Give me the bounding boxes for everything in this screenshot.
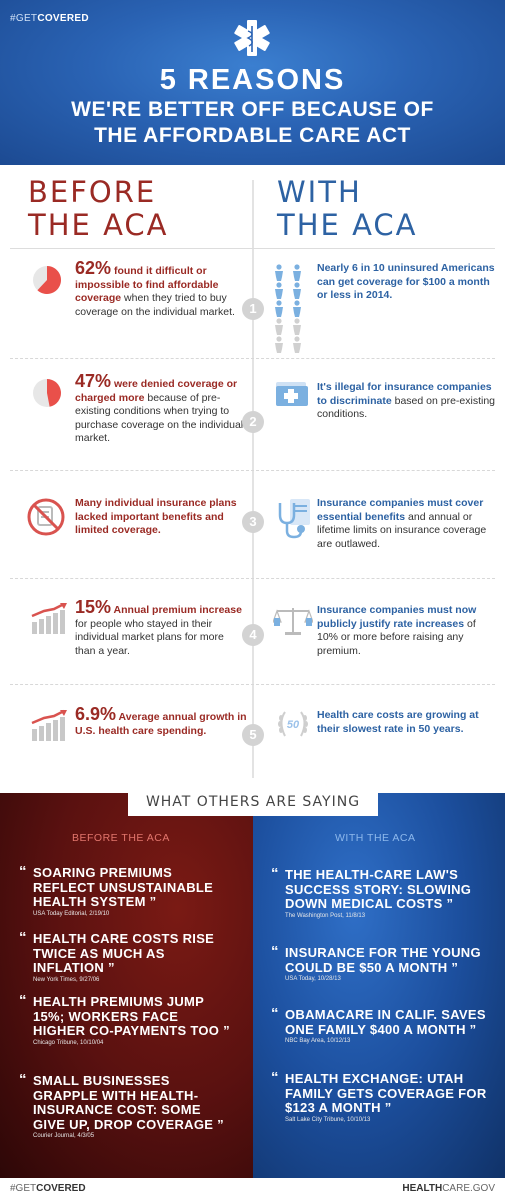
reason-5-number: 5 bbox=[242, 724, 264, 746]
header-banner: #GETCOVERED 5 REASONS WE'RE BETTER OFF B… bbox=[0, 0, 505, 165]
quote-with-2: “INSURANCE FOR THE YOUNG COULD BE $50 A … bbox=[271, 943, 495, 982]
reason-1-with-text: Nearly 6 in 10 uninsured Americans can g… bbox=[317, 262, 495, 301]
reason-1-before-text: 62% found it difficult or impossible to … bbox=[75, 258, 235, 318]
people-icon bbox=[275, 264, 301, 353]
quote-source: Salt Lake City Tribune, 10/10/13 bbox=[285, 1116, 371, 1123]
person-body bbox=[275, 343, 283, 353]
reason-4-before-text: 15% Annual premium increase for people w… bbox=[75, 597, 242, 657]
no-prescription-icon bbox=[27, 498, 65, 536]
person-body bbox=[293, 307, 301, 317]
scales-icon bbox=[273, 608, 313, 635]
person-head bbox=[276, 300, 282, 306]
person-body bbox=[293, 343, 301, 353]
person-body bbox=[293, 325, 301, 335]
section-divider bbox=[10, 578, 495, 579]
reason-3-number: 3 bbox=[242, 511, 264, 533]
star-of-life-icon bbox=[234, 20, 270, 56]
quote-before-3: “HEALTH PREMIUMS JUMP 15%; WORKERS FACE … bbox=[19, 992, 233, 1046]
before-aca-heading: BEFORE THE ACA bbox=[28, 175, 169, 242]
with-quotes-panel bbox=[253, 793, 505, 1178]
pie-chart-62-icon bbox=[33, 266, 61, 294]
rising-bars-icon bbox=[31, 602, 67, 634]
person-head bbox=[276, 264, 282, 270]
person-head bbox=[294, 282, 300, 288]
person-head bbox=[276, 282, 282, 288]
reason-4-number: 4 bbox=[242, 624, 264, 646]
reason-1-number: 1 bbox=[242, 298, 264, 320]
quote-before-1: “SOARING PREMIUMS REFLECT UNSUSTAINABLE … bbox=[19, 863, 233, 917]
reason-5-with-text: Health care costs are growing at their s… bbox=[317, 709, 479, 735]
person-body bbox=[293, 289, 301, 299]
stethoscope-icon bbox=[278, 499, 310, 539]
person-head bbox=[294, 336, 300, 342]
person-head bbox=[276, 336, 282, 342]
title-line-1: 5 REASONS bbox=[159, 64, 346, 96]
person-head bbox=[294, 264, 300, 270]
reason-2-number: 2 bbox=[242, 411, 264, 433]
title-line-3: THE AFFORDABLE CARE ACT bbox=[94, 124, 411, 147]
rising-bars-icon bbox=[31, 709, 67, 741]
footer bbox=[0, 1178, 505, 1200]
quote-with-4: “HEALTH EXCHANGE: UTAH FAMILY GETS COVER… bbox=[271, 1069, 495, 1123]
section-divider bbox=[10, 248, 495, 249]
before-quotes-panel bbox=[0, 793, 253, 1178]
quote-before-4: “SMALL BUSINESSES GRAPPLE WITH HEALTH-IN… bbox=[19, 1071, 233, 1139]
footer-website-link[interactable]: HEALTHCARE.GOV bbox=[402, 1183, 495, 1194]
person-body bbox=[275, 271, 283, 281]
quote-source: USA Today, 10/28/13 bbox=[285, 976, 341, 982]
reason-2-before-text: 47% were denied coverage or charged more… bbox=[75, 371, 244, 444]
pie-chart-47-icon bbox=[33, 379, 61, 407]
reason-3-before-text: Many individual insurance plans lacked i… bbox=[75, 497, 237, 536]
laurel-badge-icon: 50 bbox=[278, 711, 308, 737]
footer-hashtag: #GETCOVERED bbox=[10, 1183, 86, 1194]
quote-source: NBC Bay Area, 10/12/13 bbox=[285, 1038, 351, 1044]
quote-source: Chicago Tribune, 10/10/04 bbox=[33, 1039, 104, 1046]
badge-number: 50 bbox=[287, 719, 300, 731]
quote-source: USA Today Editorial, 2/19/10 bbox=[33, 910, 110, 917]
person-body bbox=[293, 271, 301, 281]
reason-4-with-text: Insurance companies must now publicly ju… bbox=[317, 604, 477, 657]
reason-2-with-text: It's illegal for insurance companies to … bbox=[317, 381, 496, 420]
title-line-2: WE'RE BETTER OFF BECAUSE OF bbox=[71, 98, 434, 121]
with-quotes-heading: WITH THE ACA bbox=[335, 832, 416, 844]
before-quotes-heading: BEFORE THE ACA bbox=[72, 832, 170, 844]
section-divider bbox=[10, 684, 495, 685]
quote-with-1: “THE HEALTH-CARE LAW'S SUCCESS STORY: SL… bbox=[271, 865, 495, 919]
quote-source: The Washington Post, 11/8/13 bbox=[285, 912, 366, 919]
center-divider bbox=[252, 180, 254, 778]
reason-3-with-text: Insurance companies must cover essential… bbox=[317, 497, 487, 550]
medical-folder-icon bbox=[276, 382, 308, 406]
quote-with-3: “OBAMACARE IN CALIF. SAVES ONE FAMILY $4… bbox=[271, 1005, 495, 1044]
person-head bbox=[276, 318, 282, 324]
hashtag-top: #GETCOVERED bbox=[10, 13, 89, 24]
person-head bbox=[294, 300, 300, 306]
section-divider bbox=[10, 358, 495, 359]
quote-source: New York Times, 9/27/06 bbox=[33, 976, 100, 983]
person-body bbox=[275, 307, 283, 317]
person-body bbox=[275, 289, 283, 299]
person-head bbox=[294, 318, 300, 324]
others-title: WHAT OTHERS ARE SAYING bbox=[128, 788, 378, 816]
quote-before-2: “HEALTH CARE COSTS RISE TWICE AS MUCH AS… bbox=[19, 929, 233, 983]
quote-source: Courier Journal, 4/3/05 bbox=[33, 1133, 95, 1139]
section-divider bbox=[10, 470, 495, 471]
reason-5-before-text: 6.9% Average annual growth in U.S. healt… bbox=[75, 704, 247, 737]
with-aca-heading: WITH THE ACA bbox=[277, 175, 418, 242]
person-body bbox=[275, 325, 283, 335]
